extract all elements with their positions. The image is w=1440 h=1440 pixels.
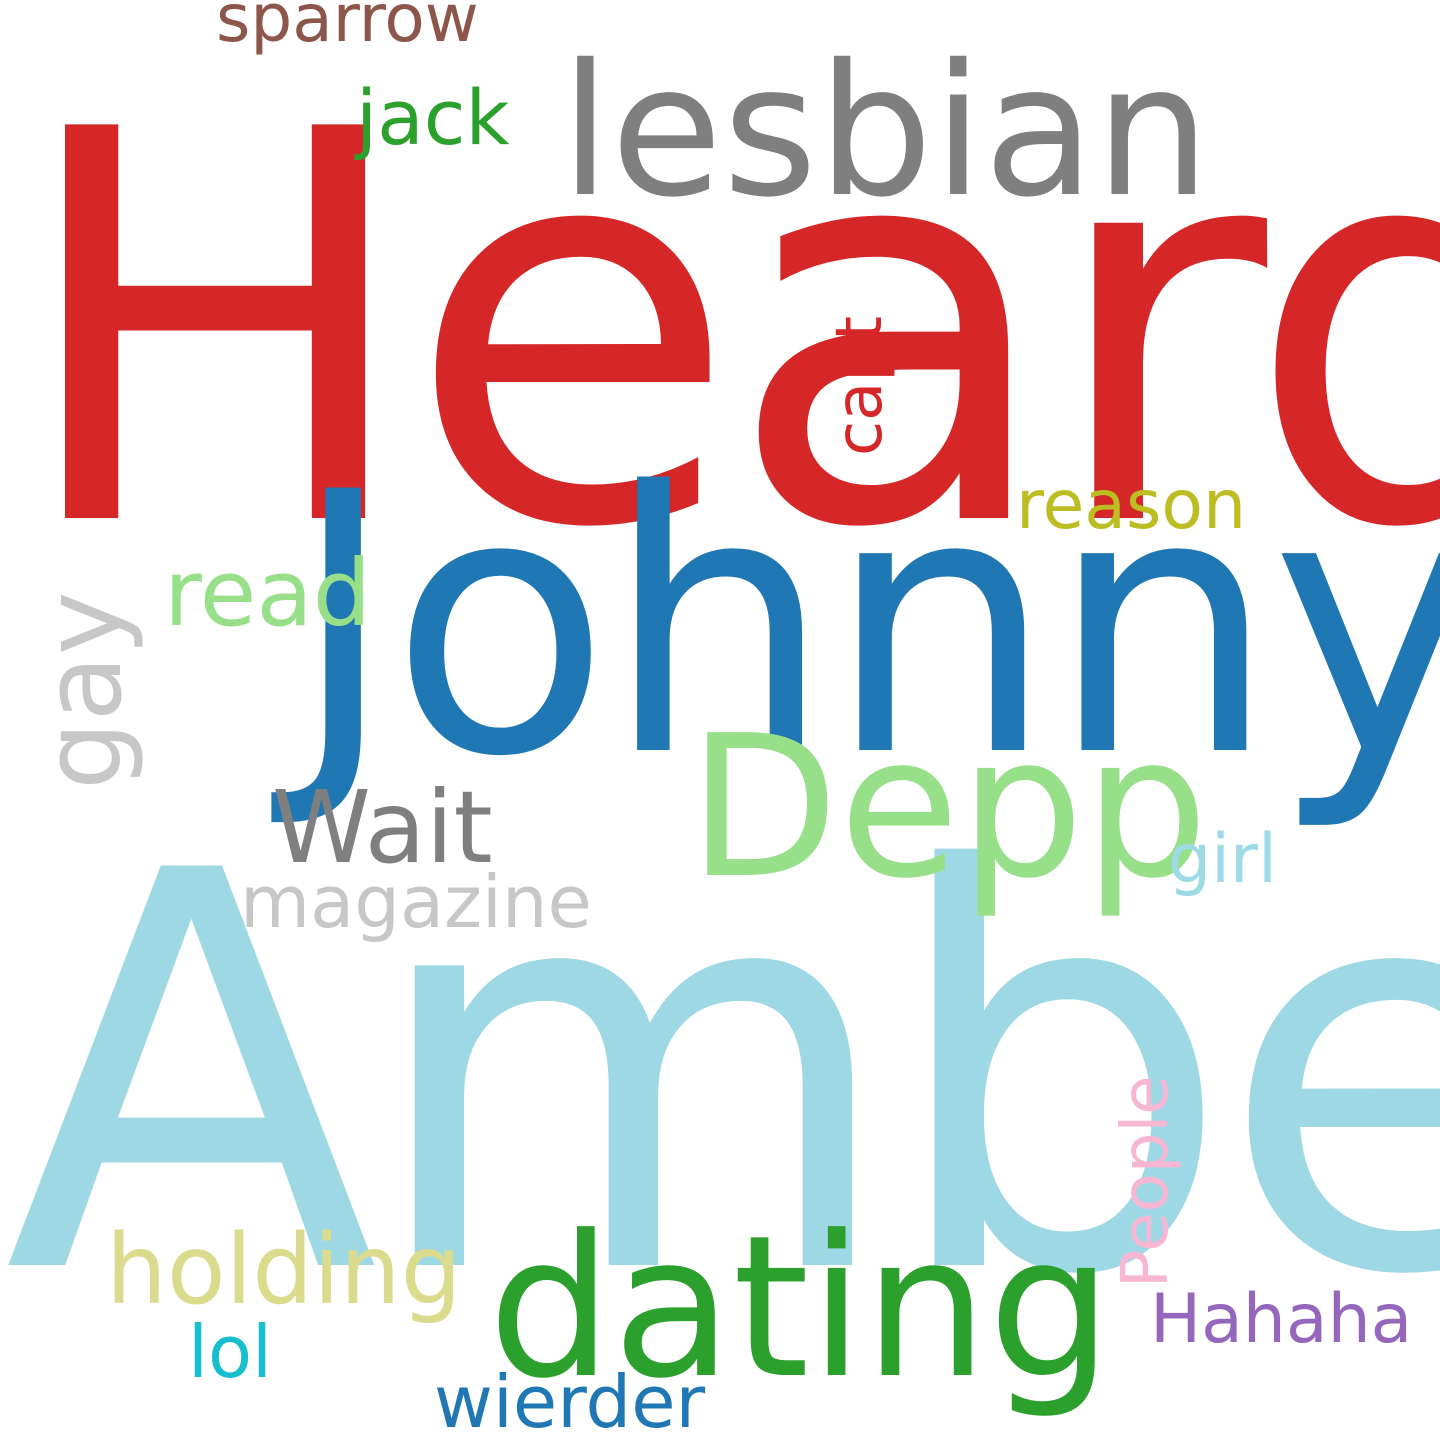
- word-lol: lol: [188, 1310, 273, 1394]
- word-reason: reason: [1016, 466, 1247, 545]
- word-hahaha: Hahaha: [1150, 1280, 1413, 1359]
- word-holding: holding: [106, 1214, 462, 1326]
- word-capt: capt: [823, 315, 897, 456]
- word-wierder: wierder: [434, 1360, 706, 1440]
- word-people: People: [1109, 1075, 1183, 1288]
- word-wait: Wait: [272, 769, 493, 886]
- word-sparrow: sparrow: [216, 0, 479, 57]
- word-depp: Depp: [688, 694, 1209, 922]
- word-lesbian: lesbian: [560, 25, 1211, 237]
- word-heard: Heard: [12, 18, 1440, 646]
- word-girl: girl: [1168, 820, 1277, 899]
- word-jack: jack: [356, 73, 510, 162]
- word-read: read: [164, 540, 372, 647]
- word-johnny: Johnny: [290, 416, 1440, 835]
- word-magazine: magazine: [240, 860, 592, 944]
- word-amber: Amber: [4, 757, 1440, 1395]
- word-gay: gay: [21, 591, 146, 790]
- word-dating: dating: [488, 1194, 1113, 1422]
